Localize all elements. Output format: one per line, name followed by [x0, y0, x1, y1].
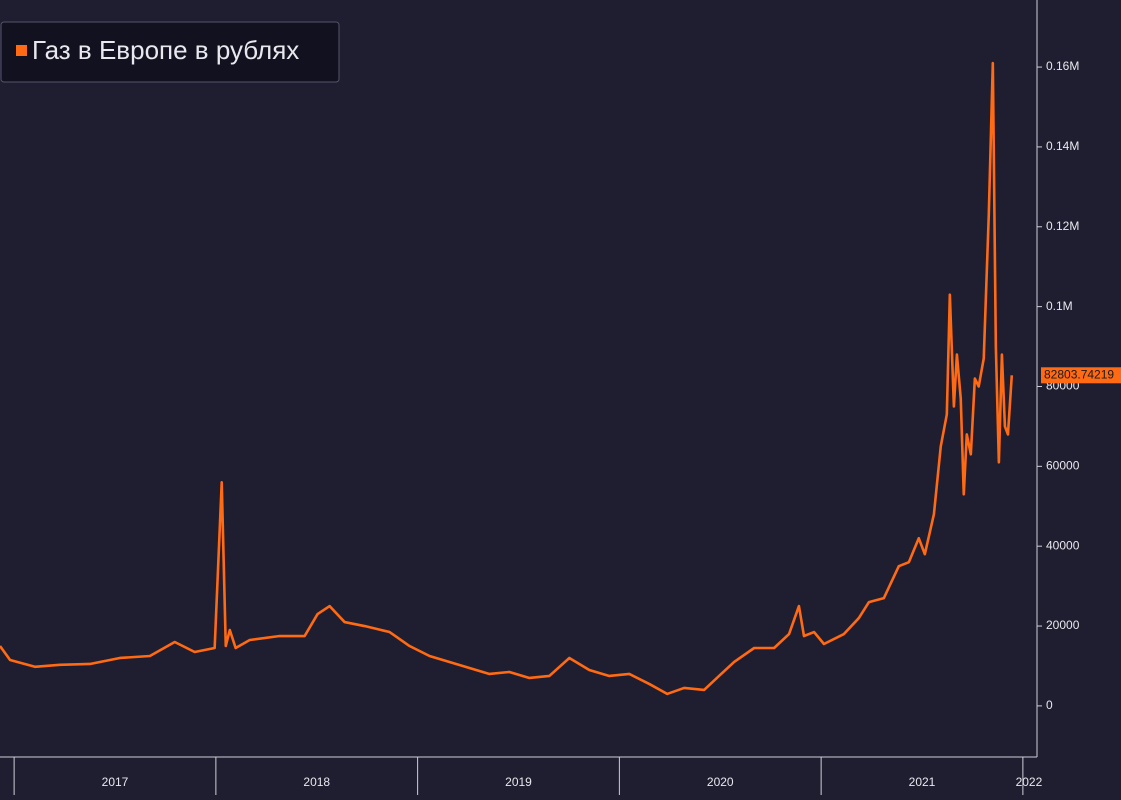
y-tick-label: 0.12M	[1046, 219, 1079, 233]
x-tick-label: 2022	[1016, 775, 1043, 789]
y-tick-label: 40000	[1046, 538, 1080, 552]
x-tick-label: 2021	[909, 775, 936, 789]
x-tick-label: 2017	[102, 775, 129, 789]
legend-swatch	[16, 45, 27, 56]
y-tick-label: 0.1M	[1046, 299, 1073, 313]
y-tick-label: 0	[1046, 698, 1053, 712]
legend: Газ в Европе в рублях	[0, 21, 340, 83]
y-tick-label: 0.14M	[1046, 139, 1079, 153]
legend-label: Газ в Европе в рублях	[32, 35, 299, 65]
legend-box	[0, 21, 340, 83]
x-tick-label: 2020	[707, 775, 734, 789]
y-tick-label: 0.16M	[1046, 59, 1079, 73]
last-value-label: 82803.74219	[1044, 367, 1114, 381]
y-tick-label: 20000	[1046, 618, 1080, 632]
x-tick-label: 2019	[505, 775, 532, 789]
y-tick-label: 60000	[1046, 459, 1080, 473]
x-tick-label: 2018	[303, 775, 330, 789]
last-value-tag	[1041, 367, 1121, 384]
line-series	[0, 61, 1014, 696]
